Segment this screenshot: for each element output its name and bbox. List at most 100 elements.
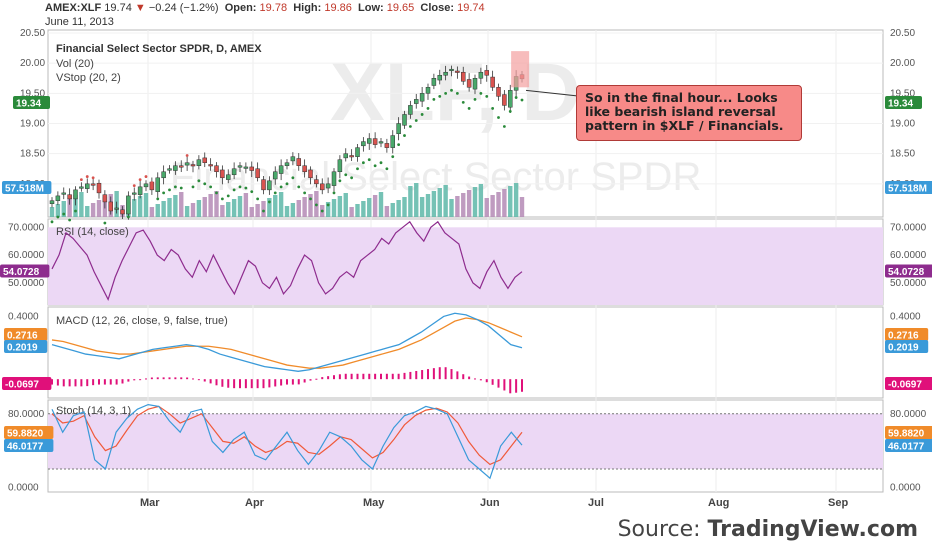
stoch-d-value-tag-right-bg — [885, 426, 932, 439]
macd-histogram-bar — [150, 377, 153, 380]
macd-histogram-bar — [186, 377, 189, 380]
volume-bar — [284, 206, 290, 217]
macd-histogram-bar — [74, 379, 77, 387]
vstop-dot — [185, 154, 189, 157]
candle-body — [372, 138, 378, 145]
macd-histogram-bar — [368, 373, 371, 380]
macd-histogram-bar — [303, 379, 306, 383]
candle-body — [302, 165, 307, 173]
macd-histogram-bar — [121, 379, 124, 384]
candle-body — [367, 138, 372, 144]
volume-bar — [249, 207, 254, 217]
macd-histogram-bar — [521, 379, 523, 392]
volume-bar — [90, 203, 96, 217]
candle-body — [249, 166, 254, 171]
rsi-y-tick-right: 60.0000 — [890, 250, 927, 261]
candle-body — [443, 71, 448, 76]
vstop-dot — [50, 220, 54, 224]
candle-body — [490, 76, 495, 88]
hist-value-tag-right: -0.0697 — [888, 380, 922, 391]
candle-body — [120, 209, 125, 215]
volume-bar — [449, 199, 454, 217]
signal-value-tag-left: 0.2716 — [7, 331, 38, 342]
vstop-dot — [379, 161, 383, 165]
volume-bar — [478, 184, 484, 217]
price-y-tick-right: 20.00 — [890, 58, 915, 69]
candle-body — [67, 194, 72, 200]
volume-bar — [73, 195, 78, 217]
volume-bar — [196, 200, 202, 217]
macd-histogram-bar — [485, 379, 488, 383]
price-y-tick-left: 18.50 — [20, 149, 45, 160]
candle-body — [425, 87, 431, 94]
volume-bar — [179, 192, 184, 217]
price-indicator-label: Vol (20) — [56, 58, 94, 70]
candle-body — [402, 114, 407, 126]
macd-histogram-bar — [280, 379, 283, 386]
macd-line — [51, 312, 523, 372]
high-label: High: — [293, 2, 322, 14]
candle-body — [502, 94, 507, 106]
rsi-pane-title: RSI (14, close) — [56, 226, 129, 238]
price-y-tick-left: 20.00 — [20, 58, 45, 69]
candle-body — [190, 164, 196, 167]
vstop-dot — [461, 100, 465, 104]
volume-bar — [519, 197, 525, 217]
stoch-y-tick-right: 0.0000 — [890, 482, 921, 493]
vstop-dot — [397, 143, 401, 147]
volume-bar — [255, 204, 260, 217]
macd-histogram-bar — [374, 373, 377, 380]
vstop-dot — [491, 107, 495, 110]
candle-body — [114, 207, 119, 210]
volume-bar — [302, 197, 307, 217]
vstop-dot — [338, 179, 342, 183]
vstop-dot — [502, 125, 506, 128]
macd-histogram-bar — [244, 379, 247, 389]
macd-histogram-bar — [56, 379, 59, 386]
candle-body — [96, 182, 102, 194]
vstop-dot — [309, 197, 312, 201]
candle-body — [396, 123, 401, 135]
price-y-tick-left: 19.00 — [20, 119, 45, 130]
close-value: 19.74 — [457, 2, 485, 14]
macd-histogram-bar — [468, 376, 471, 380]
candle-body — [419, 93, 425, 102]
macd-y-tick-left: 0.4000 — [8, 311, 39, 322]
volume-bar — [278, 192, 284, 217]
macd-histogram-bar — [80, 379, 83, 387]
price-y-tick-right: 18.50 — [890, 149, 915, 160]
volume-bar — [414, 183, 419, 217]
signal-value-tag-left-bg — [4, 328, 48, 341]
vstop-dot — [103, 221, 107, 225]
volume-bar — [226, 202, 231, 217]
open-value: 19.78 — [259, 2, 288, 14]
vstop-dot — [279, 185, 283, 189]
vstop-dot — [485, 94, 489, 98]
vstop-dot — [514, 96, 518, 99]
vstop-dot — [408, 125, 412, 128]
candle-body — [231, 168, 237, 176]
volume-bar — [155, 204, 160, 217]
vstop-dot — [320, 209, 324, 213]
volume-bar — [273, 195, 278, 217]
vstop-dot — [197, 179, 201, 183]
x-tick-label: Jun — [480, 497, 500, 509]
candle-body — [484, 70, 489, 76]
vstop-dot — [244, 186, 248, 190]
candle-body — [102, 194, 108, 203]
macd-histogram-bar — [103, 379, 106, 385]
volume-bar — [67, 198, 72, 217]
volume-bar — [214, 191, 219, 217]
vstop-dot — [444, 91, 448, 95]
vstop-dot — [79, 178, 83, 182]
vstop-dot — [179, 186, 183, 190]
candle-body — [361, 141, 366, 147]
vstop-dot — [297, 185, 301, 189]
macd-histogram-bar — [297, 379, 300, 385]
macd-histogram-bar — [491, 379, 494, 385]
candle-body — [308, 169, 313, 179]
candle-body — [355, 147, 360, 157]
volume-bar — [466, 190, 472, 217]
candle-body — [90, 183, 96, 186]
volume-bar — [390, 203, 395, 217]
